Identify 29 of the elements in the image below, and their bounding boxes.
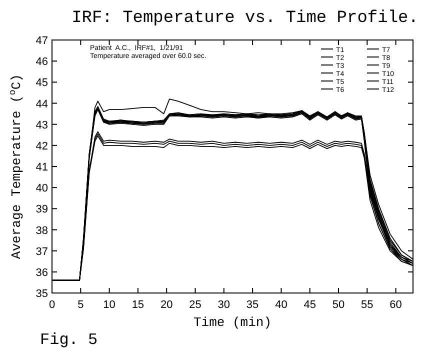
y-tick-label: 40 [36, 182, 48, 195]
y-tick-label: 42 [36, 140, 48, 152]
y-tick-label: 36 [36, 266, 48, 279]
x-tick-label: 60 [390, 299, 402, 311]
x-tick-label: 55 [361, 299, 374, 311]
x-tick-label: 0 [48, 299, 56, 311]
x-tick-label: 25 [189, 299, 202, 311]
y-tick-label: 45 [36, 77, 48, 90]
chart-title: IRF: Temperature vs. Time Profile. [72, 9, 418, 28]
y-tick-label: 47 [36, 35, 48, 47]
y-tick-label: 38 [36, 224, 48, 237]
y-tick-label: 44 [36, 98, 48, 110]
caption: Fig. 5 [40, 331, 98, 349]
x-tick-label: 5 [78, 299, 84, 311]
x-axis-title: Time (min) [193, 315, 272, 330]
x-tick-label: 30 [218, 299, 230, 311]
y-tick-label: 41 [36, 162, 48, 174]
x-tick-label: 50 [332, 299, 345, 311]
y-tick-label: 46 [36, 56, 48, 68]
x-tick-label: 35 [246, 299, 259, 311]
x-tick-label: 40 [275, 299, 288, 311]
y-tick-label: 39 [36, 204, 48, 216]
y-tick-label: 35 [36, 288, 48, 300]
x-tick-label: 10 [103, 299, 116, 311]
x-tick-label: 20 [160, 299, 173, 311]
x-tick-label: 45 [304, 299, 316, 311]
x-tick-label: 15 [132, 299, 144, 311]
y-tick-label: 37 [36, 246, 48, 258]
y-tick-label: 43 [36, 119, 48, 132]
